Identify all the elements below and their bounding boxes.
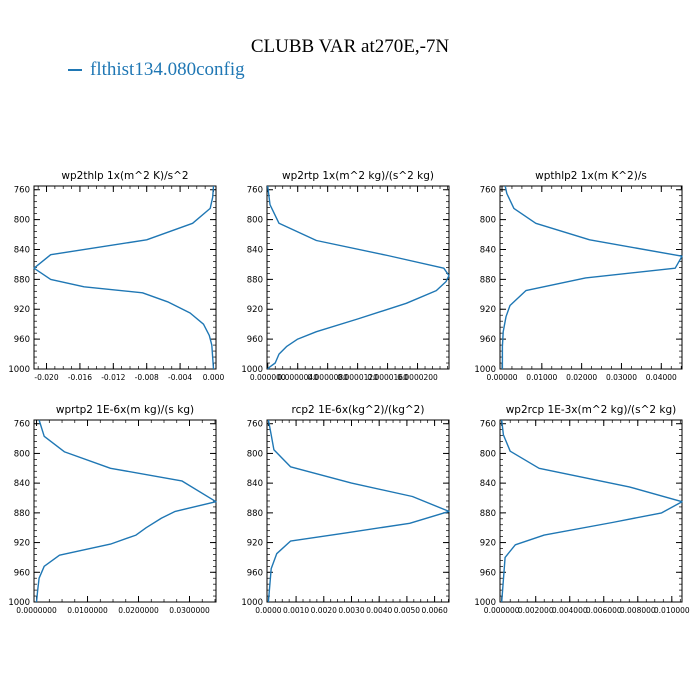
panel-6-xtick-label: 0.008000 (620, 606, 656, 615)
panel-2-xtick-label: 0.000000 (250, 373, 286, 382)
panel-4-xtick-label: 0.0300000 (169, 606, 210, 615)
panel-1-ytick-label: 760 (14, 186, 30, 196)
panel-4-ytick-label: 1000 (8, 598, 30, 608)
panel-1-xtick-label: -0.008 (135, 373, 159, 382)
panel-4-series-line (35, 419, 217, 603)
panel-4-ytick-label: 800 (14, 449, 30, 459)
panel-2-ytick-label: 800 (247, 216, 263, 226)
panel-3-ytick-label: 1000 (474, 365, 496, 375)
panel-1-frame (33, 185, 217, 370)
panel-4-ytick-label: 760 (14, 420, 30, 430)
panel-6-ytick-label: 800 (480, 449, 496, 459)
panel-4-ytick-label: 880 (14, 509, 30, 519)
panel-5-xtick-label: 0.0050 (394, 606, 420, 615)
panel-1-ytick-label: 800 (14, 216, 30, 226)
panel-2-xtick-label: 0.0000080 (307, 373, 348, 382)
page-title: CLUBB VAR at270E,-7N (250, 36, 450, 57)
panel-2-xtick-label: 0.0000120 (337, 373, 378, 382)
panel-3-ytick-label: 800 (480, 216, 496, 226)
panel-5-ytick-label: 800 (247, 449, 263, 459)
panel-3-ytick-label: 760 (480, 186, 496, 196)
panel-4-xtick-label: 0.0100000 (67, 606, 108, 615)
panel-3-ytick-label: 880 (480, 275, 496, 285)
panel-2-ytick-label: 960 (247, 335, 263, 345)
panel-5-series-line (267, 419, 450, 603)
panel-6-series-line (501, 419, 683, 603)
panel-2-xtick-label: 0.0000200 (397, 373, 438, 382)
panel-3-xtick-label: 0.04000 (646, 373, 677, 382)
panel-3-frame (499, 185, 683, 370)
panel-6-ytick-label: 960 (480, 568, 496, 578)
panel-2-xtick-label: 0.0000160 (367, 373, 408, 382)
panel-4-ytick-label: 840 (14, 479, 30, 489)
panel-6-title: wp2rcp 1E-3x(m^2 kg)/(s^2 kg) (506, 404, 677, 416)
legend-label: flthist134.080config (90, 59, 245, 80)
legend: flthist134.080config (62, 58, 245, 82)
panel-6-xtick-label: 0.010000 (654, 606, 690, 615)
panel-6-ytick-label: 920 (480, 539, 496, 549)
panel-2-series-line (267, 185, 450, 370)
panel-6-ytick-label: 880 (480, 509, 496, 519)
panel-1-xtick-label: -0.016 (68, 373, 92, 382)
panel-4-frame (33, 419, 217, 603)
panel-1-title: wp2thlp 1x(m^2 K)/s^2 (61, 170, 188, 182)
panel-2-ytick-label: 920 (247, 305, 263, 315)
panel-5-ytick-label: 880 (247, 509, 263, 519)
panel-1-xtick-label: -0.004 (168, 373, 192, 382)
panel-1-ytick-label: 920 (14, 305, 30, 315)
panel-1-ytick-label: 840 (14, 245, 30, 255)
panel-1-ytick-label: 1000 (8, 365, 30, 375)
panel-6-xtick-label: 0.000000 (484, 606, 520, 615)
panel-2-ytick-label: 840 (247, 245, 263, 255)
panel-6-ytick-label: 840 (480, 479, 496, 489)
panel-5-xtick-label: 0.0020 (311, 606, 337, 615)
panel-5-xtick-label: 0.0040 (366, 606, 392, 615)
panel-5-xtick-label: 0.0060 (421, 606, 447, 615)
panel-1-ytick-label: 960 (14, 335, 30, 345)
panel-3-xtick-label: 0.02000 (566, 373, 597, 382)
panel-2-ytick-label: 880 (247, 275, 263, 285)
panel-3-series-line (501, 185, 683, 369)
legend-line-swatch (68, 69, 82, 71)
panel-6-xtick-label: 0.004000 (552, 606, 588, 615)
panel-6-ytick-label: 760 (480, 420, 496, 430)
panel-3-title: wpthlp2 1x(m K^2)/s (535, 170, 647, 182)
panel-5-ytick-label: 1000 (241, 598, 263, 608)
panel-6-ytick-label: 1000 (474, 598, 496, 608)
panel-3-ytick-label: 960 (480, 335, 496, 345)
panel-1-xtick-label: -0.020 (34, 373, 58, 382)
panel-5-frame (266, 419, 450, 603)
panel-1-xtick-label: 0.000 (203, 373, 225, 382)
panel-1-ytick-label: 880 (14, 275, 30, 285)
panel-5-ytick-label: 920 (247, 539, 263, 549)
panel-1-series-line (33, 185, 215, 370)
panel-6-xtick-label: 0.006000 (586, 606, 622, 615)
panel-5-xtick-label: 0.0030 (338, 606, 364, 615)
panel-2-title: wp2rtp 1x(m^2 kg)/(s^2 kg) (282, 170, 434, 182)
panel-5-ytick-label: 760 (247, 420, 263, 430)
panel-2-ytick-label: 1000 (241, 365, 263, 375)
panel-3-xtick-label: 0.01000 (526, 373, 557, 382)
panel-1-xtick-label: -0.012 (101, 373, 125, 382)
panel-4-xtick-label: 0.0000000 (16, 606, 57, 615)
panel-5-ytick-label: 840 (247, 479, 263, 489)
panel-4-ytick-label: 920 (14, 539, 30, 549)
panel-5-xtick-label: 0.0010 (283, 606, 309, 615)
panel-4-ytick-label: 960 (14, 568, 30, 578)
panel-2-xtick-label: 0.0000040 (277, 373, 318, 382)
panel-3-ytick-label: 840 (480, 245, 496, 255)
panel-3-xtick-label: 0.00000 (486, 373, 517, 382)
panel-5-xtick-label: 0.0000 (255, 606, 281, 615)
panel-4-xtick-label: 0.0200000 (118, 606, 159, 615)
panel-6-frame (499, 419, 683, 603)
panel-5-title: rcp2 1E-6x(kg^2)/(kg^2) (292, 404, 425, 416)
panel-6-xtick-label: 0.002000 (518, 606, 554, 615)
panel-2-ytick-label: 760 (247, 186, 263, 196)
panel-3-xtick-label: 0.03000 (606, 373, 637, 382)
panel-4-title: wprtp2 1E-6x(m kg)/(s kg) (56, 404, 194, 416)
panel-5-ytick-label: 960 (247, 568, 263, 578)
panel-3-ytick-label: 920 (480, 305, 496, 315)
